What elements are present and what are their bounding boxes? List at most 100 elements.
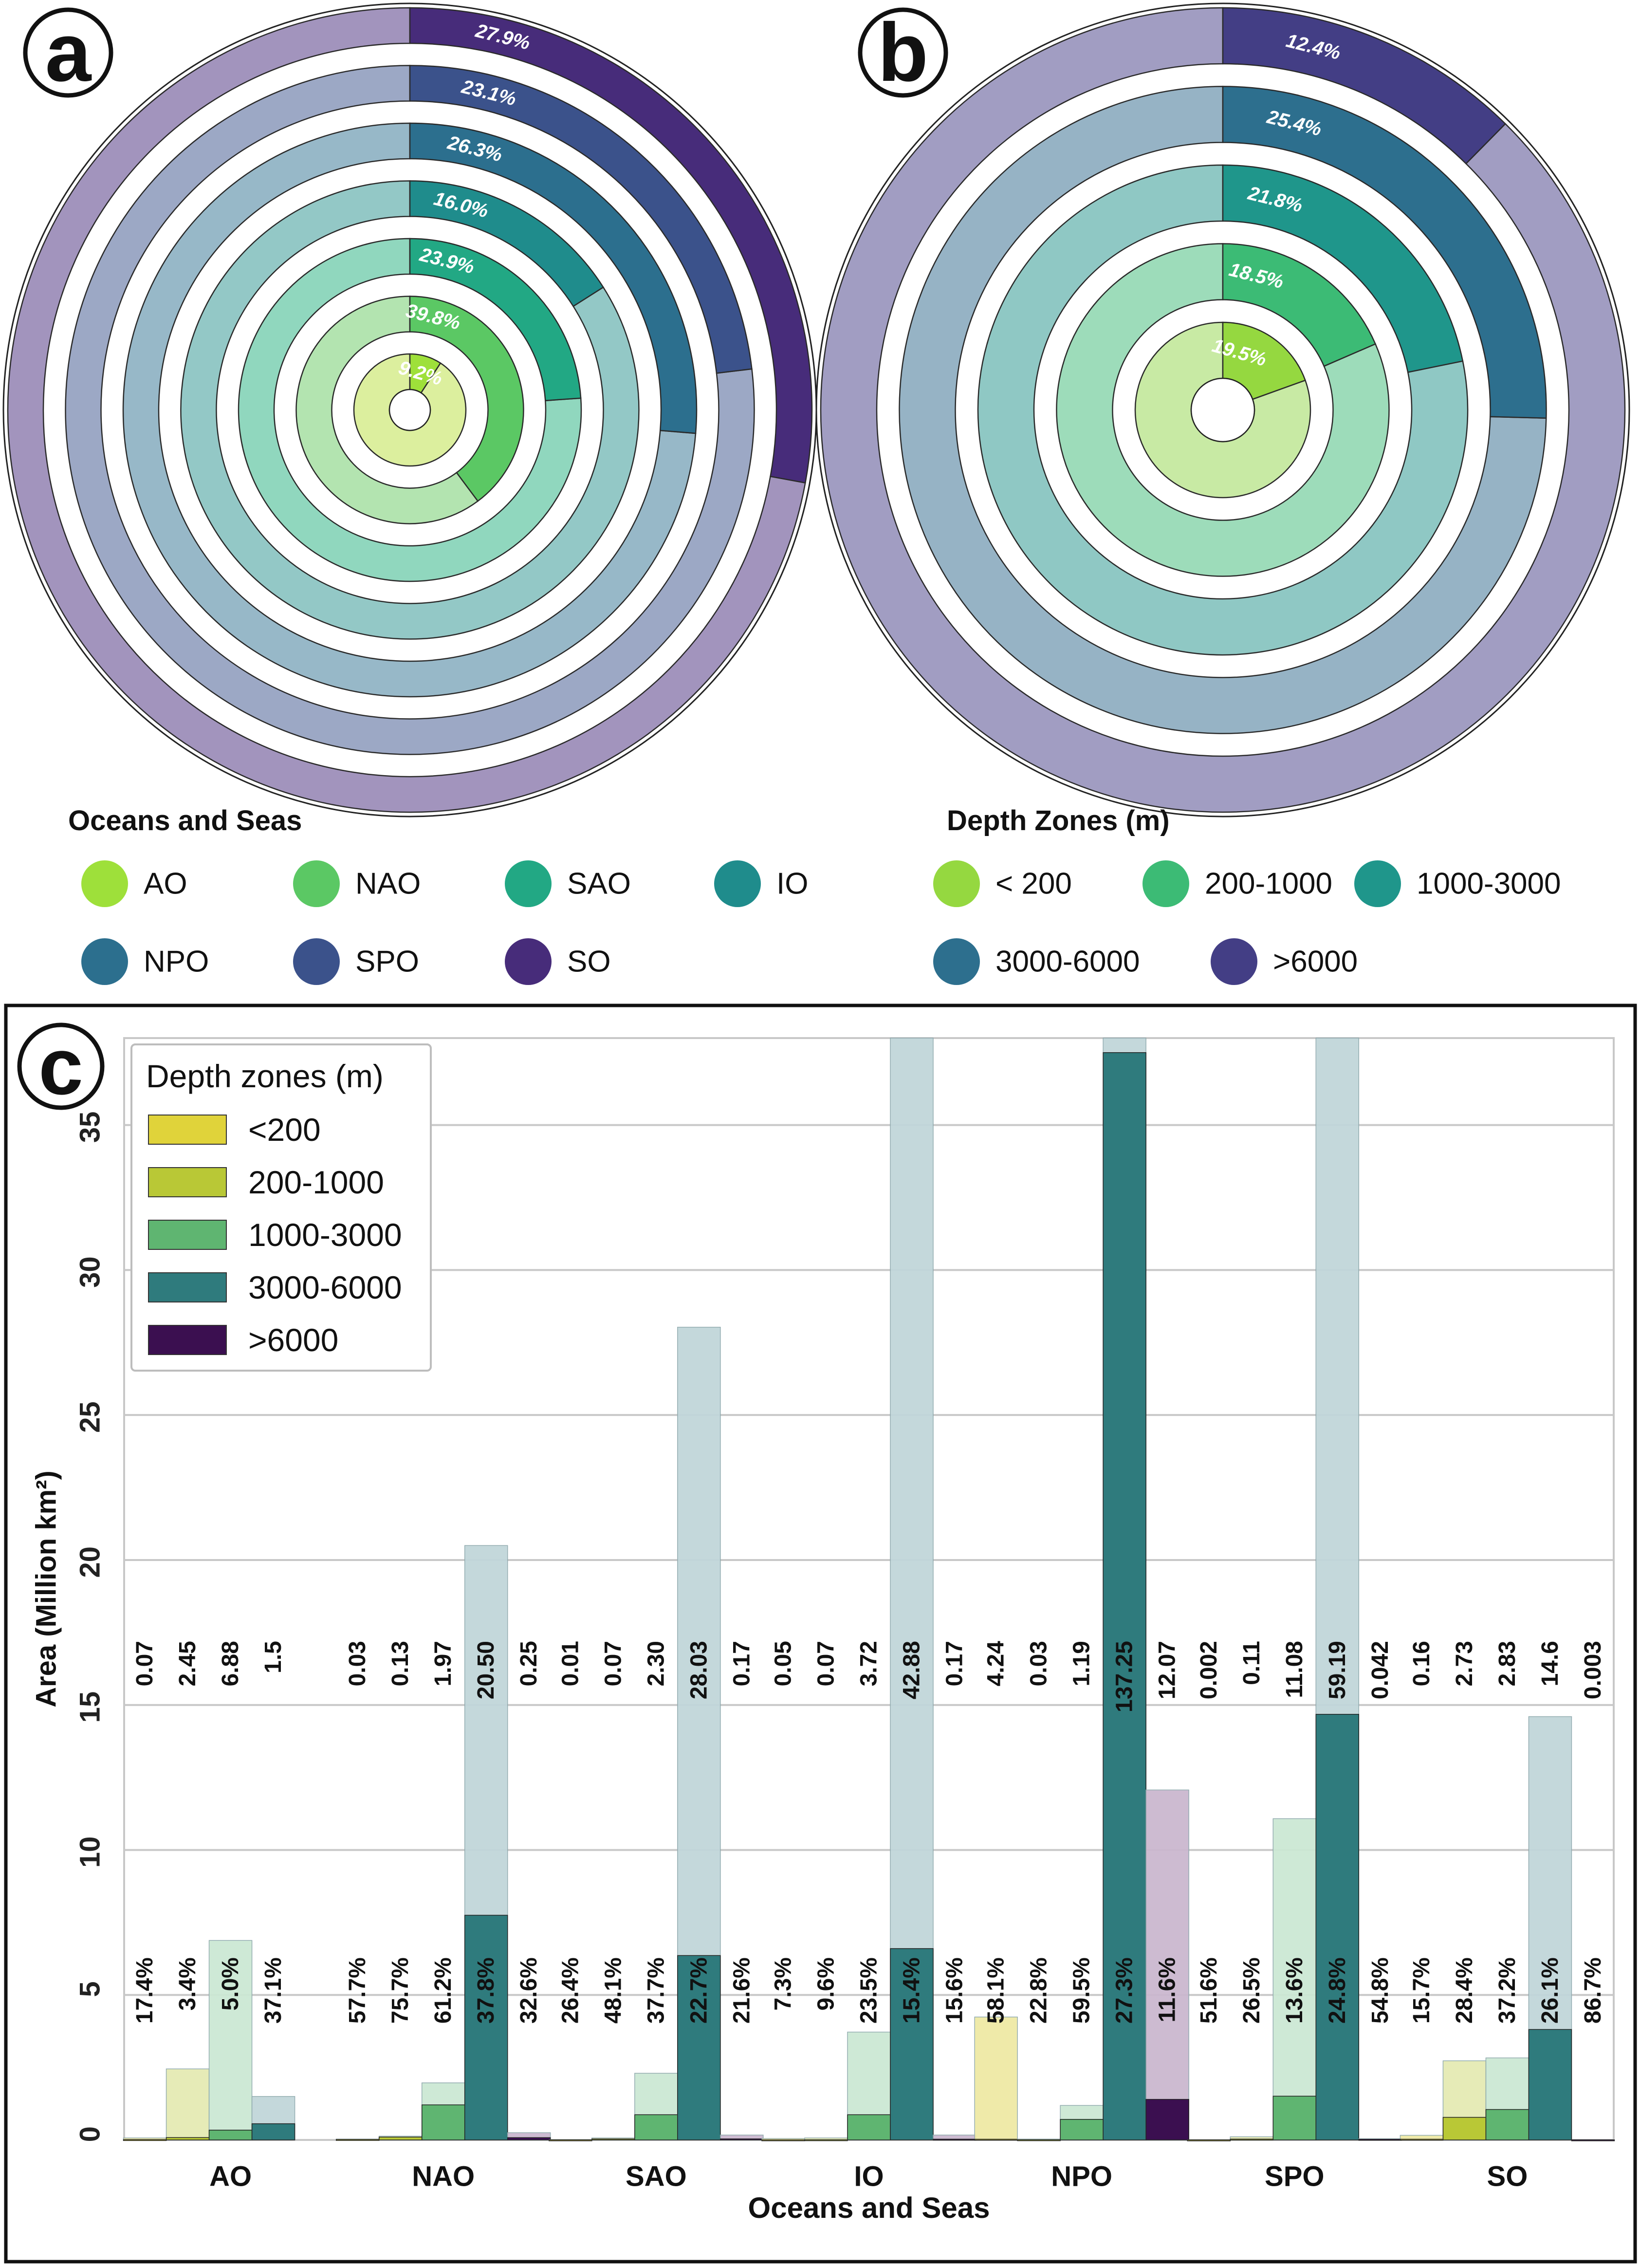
bar-percent-label: 11.6% xyxy=(1155,1957,1180,2022)
bar-value xyxy=(1528,2029,1572,2140)
bar-percent-label: 15.7% xyxy=(1409,1957,1435,2024)
bar-value xyxy=(847,2114,891,2140)
bar-total-value-label: 0.002 xyxy=(1196,1641,1222,1699)
legend-depth-swatch xyxy=(933,860,980,907)
bar-value xyxy=(1017,2139,1061,2141)
bar-value xyxy=(890,1948,934,2140)
bar-value xyxy=(591,2138,635,2140)
ring-highlight-segment xyxy=(409,7,813,484)
bar-percent-label: 37.7% xyxy=(643,1957,669,2024)
bar-legend-label: <200 xyxy=(248,1112,321,1148)
x-tick-label: AO xyxy=(209,2161,252,2193)
bar-total-light xyxy=(1272,1818,1317,2140)
bar-percent-label: 26.5% xyxy=(1239,1957,1265,2024)
bar-percent-label: 58.1% xyxy=(983,1957,1009,2024)
panel-c-frame xyxy=(4,1004,1637,2264)
bar-value xyxy=(378,2137,423,2140)
y-tick-label: 10 xyxy=(74,1836,106,1868)
legend-ocean-swatch xyxy=(505,860,552,907)
legend-depth-label: 1000-3000 xyxy=(1417,867,1561,901)
x-axis-title: Oceans and Seas xyxy=(748,2192,990,2224)
panel-b-donut: 19.5%18.5%21.8%25.4%12.4% xyxy=(815,2,1630,818)
legend-depth-label: 3000-6000 xyxy=(995,945,1140,979)
bar-percent-label: 5.0% xyxy=(218,1957,243,2010)
bar-total-value-label: 2.73 xyxy=(1452,1641,1477,1686)
legend-depth-label: 200-1000 xyxy=(1205,867,1332,901)
y-tick-label: 0 xyxy=(74,2126,106,2142)
bar-total-value-label: 0.07 xyxy=(813,1641,839,1686)
bar-value xyxy=(1145,2099,1189,2140)
bar-percent-label: 26.1% xyxy=(1537,1957,1563,2024)
legend-ocean-label: NAO xyxy=(355,867,421,901)
bar-percent-label: 54.8% xyxy=(1367,1957,1393,2024)
bar-value xyxy=(1400,2138,1444,2141)
legend-ocean-swatch xyxy=(81,860,128,907)
bar-value xyxy=(1103,1052,1146,2140)
bar-total-value-label: 11.08 xyxy=(1282,1641,1308,1698)
bar-total-value-label: 2.45 xyxy=(175,1641,201,1686)
legend-depth-label: >6000 xyxy=(1273,945,1358,979)
bar-total-value-label: 2.83 xyxy=(1494,1641,1520,1686)
x-tick-label: SAO xyxy=(626,2161,687,2193)
bar-percent-label: 17.4% xyxy=(132,1957,158,2024)
ring-rest-segment xyxy=(238,238,582,582)
bar-percent-label: 48.1% xyxy=(600,1957,626,2024)
bar-total-value-label: 0.25 xyxy=(516,1641,542,1686)
bar-value xyxy=(1571,2139,1615,2141)
ring-highlight-segment xyxy=(1222,7,1507,165)
bar-legend-swatch xyxy=(148,1272,227,1302)
bar-total-value-label: 6.88 xyxy=(218,1641,243,1686)
legend-depth-swatch xyxy=(1354,860,1401,907)
svg-text:c: c xyxy=(38,1022,83,1111)
bar-total-value-label: 4.24 xyxy=(983,1641,1009,1687)
y-tick-label: 5 xyxy=(74,1981,106,1997)
x-tick-label: SO xyxy=(1487,2161,1528,2193)
bar-total-value-label: 137.25 xyxy=(1112,1641,1138,1712)
bar-value xyxy=(720,2138,764,2140)
legend-ocean-label: AO xyxy=(144,867,187,901)
ring-highlight-segment xyxy=(409,238,582,402)
bar-total-light xyxy=(208,1940,253,2140)
legend-ocean-swatch xyxy=(505,938,552,985)
bar-percent-label: 13.6% xyxy=(1282,1957,1308,2024)
ring-highlight-segment xyxy=(1222,243,1377,367)
legend-ocean-label: SPO xyxy=(355,945,419,979)
bar-percent-label: 7.3% xyxy=(771,1957,796,2010)
legend-ocean-swatch xyxy=(293,860,340,907)
donut-center xyxy=(1190,377,1255,443)
legend-depths-title: Depth Zones (m) xyxy=(947,805,1170,837)
x-tick-label: IO xyxy=(854,2161,884,2193)
ring-highlight-segment xyxy=(409,65,753,374)
panel-c-bar-chart: 0 5 10 15 20 25 30 35 0.07 17.4% 2.45 3.4% 6.88 5.0% 1… xyxy=(31,1037,1615,2224)
ring-highlight-segment xyxy=(1222,164,1464,373)
bar-total-value-label: 28.03 xyxy=(686,1641,712,1699)
ring-rest-segment xyxy=(820,7,1626,813)
ring-highlight-segment xyxy=(1222,86,1547,419)
bar-value xyxy=(166,2137,210,2140)
bar-total-value-label: 0.03 xyxy=(345,1641,370,1686)
bar-total-value-label: 59.19 xyxy=(1325,1641,1350,1699)
bar-percent-label: 9.6% xyxy=(813,1957,839,2010)
top-legends: Oceans and Seas AO NAO SAO IO NPO SPO SO Depth Z… xyxy=(68,805,1561,985)
bar-legend-swatch xyxy=(148,1220,227,1250)
bar-value xyxy=(464,1915,508,2140)
bar-legend-label: 3000-6000 xyxy=(248,1269,402,1305)
panel-b-label: b xyxy=(858,6,948,99)
bar-percent-label: 24.8% xyxy=(1325,1957,1350,2024)
bar-total-light xyxy=(1145,1789,1189,2140)
bar-percent-label: 23.5% xyxy=(856,1957,882,2024)
bar-value xyxy=(1442,2117,1487,2140)
bar-legend-label: >6000 xyxy=(248,1322,338,1358)
bar-value xyxy=(1358,2138,1402,2141)
y-tick-label: 15 xyxy=(74,1692,106,1723)
bar-legend-swatch xyxy=(148,1325,227,1355)
bar-total-value-label: 0.17 xyxy=(942,1641,968,1686)
bar-total-value-label: 14.6 xyxy=(1537,1641,1563,1686)
bar-value xyxy=(208,2130,253,2140)
bar-total-value-label: 42.88 xyxy=(899,1641,925,1699)
panel-a-label: a xyxy=(23,6,113,99)
bar-total-value-label: 0.16 xyxy=(1409,1641,1435,1686)
bar-value xyxy=(761,2139,805,2141)
bar-percent-label: 61.2% xyxy=(430,1957,456,2024)
